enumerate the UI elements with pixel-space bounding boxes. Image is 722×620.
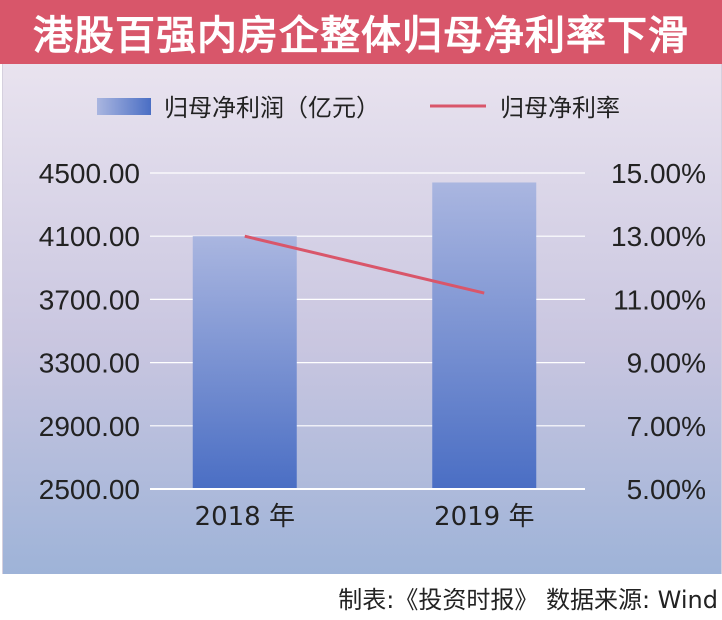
legend-bar-swatch: [97, 98, 151, 115]
y-left-tick-label: 4500.00: [39, 158, 140, 189]
y-right-tick-label: 9.00%: [627, 348, 706, 379]
y-left-tick-label: 4100.00: [39, 221, 140, 252]
y-right-tick-label: 5.00%: [627, 474, 706, 505]
bar: [192, 236, 297, 489]
y-left-tick-label: 3300.00: [39, 348, 140, 379]
net-margin-line: [244, 234, 485, 295]
legend-line-label: 归母净利率: [500, 94, 620, 122]
line-series: [244, 234, 485, 295]
legend: 归母净利润（亿元） 归母净利率: [97, 94, 620, 122]
y-right-tick-label: 7.00%: [627, 411, 706, 442]
x-tick-label: 2018 年: [195, 502, 295, 532]
legend-bar-label: 归母净利润（亿元）: [164, 94, 380, 122]
bar: [432, 182, 537, 490]
x-tick-label: 2019 年: [434, 502, 534, 532]
chart-canvas: 4500.00 4100.00 3700.00 3300.00 2900.00 2500.…: [39, 94, 706, 532]
axes: 4500.00 4100.00 3700.00 3300.00 2900.00 2500.…: [39, 158, 706, 532]
y-left-tick-label: 2900.00: [39, 411, 140, 442]
y-right-tick-label: 15.00%: [611, 158, 706, 189]
y-right-tick-label: 13.00%: [611, 221, 706, 252]
chart-title: 港股百强内房企整体归母净利率下滑: [0, 0, 722, 64]
y-right-tick-label: 11.00%: [613, 284, 706, 315]
chart-footer: 制表:《投资时报》 数据来源: Wind: [338, 585, 718, 614]
y-left-tick-label: 3700.00: [39, 284, 140, 315]
y-left-tick-label: 2500.00: [39, 474, 140, 505]
bar-series: [192, 182, 537, 490]
